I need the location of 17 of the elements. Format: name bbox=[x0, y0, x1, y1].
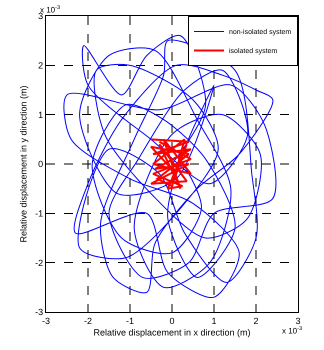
y-tick-label: -1 bbox=[35, 208, 44, 218]
text: x 10$^{-3}$ bbox=[282, 326, 302, 336]
y-tick-label: -3 bbox=[35, 307, 44, 318]
y-tick-label: 2 bbox=[38, 60, 44, 70]
y-tick-label: 0 bbox=[38, 159, 44, 170]
x-tick-label: 2 bbox=[253, 316, 259, 326]
x-tick-label: -1 bbox=[126, 316, 134, 326]
y-tick-label: 1 bbox=[38, 110, 44, 120]
y-tick-label: 3 bbox=[38, 11, 44, 22]
x-tick-label: 0 bbox=[169, 316, 175, 326]
x-tick-label: -2 bbox=[84, 316, 92, 326]
y-axis-title: Relative displacement in y direction (m) bbox=[18, 85, 29, 243]
line-series bbox=[150, 138, 192, 190]
x-axis-title: Relative displacement in x direction (m) bbox=[93, 328, 251, 338]
y-tick-label: -2 bbox=[35, 258, 44, 268]
x-tick-label: 3 bbox=[295, 316, 301, 326]
x-tick-label: 1 bbox=[211, 316, 217, 326]
